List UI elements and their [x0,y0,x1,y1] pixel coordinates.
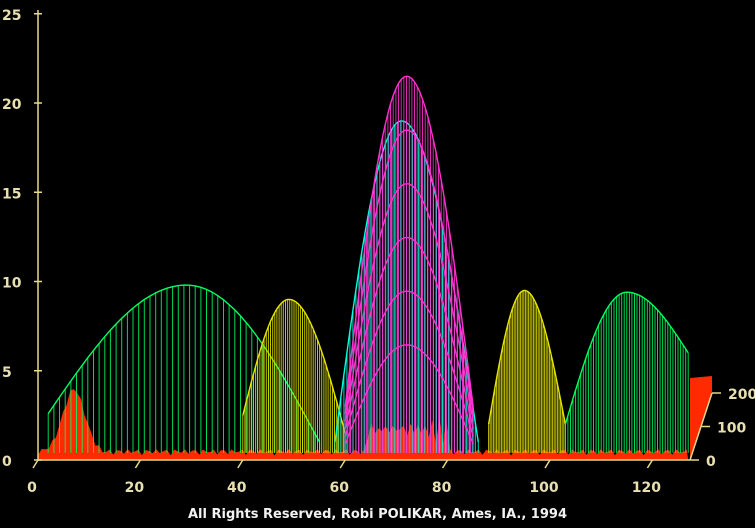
y-tick-label: 15 [2,186,21,202]
series-1-arc-0 [242,298,346,434]
y-tick-label: 5 [2,365,12,381]
series-3-arc-4 [344,290,474,437]
series-5 [564,291,689,453]
series-3-arc-0 [344,75,474,407]
y-tick-label: 20 [2,97,22,113]
z-ticks: 0 100 200 [690,387,755,470]
series-5-arc-0 [564,291,689,425]
z-tick-label: 200 [728,387,755,403]
x-tick-mark [339,459,346,469]
copyright-credit: All Rights Reserved, Robi POLIKAR, Ames,… [188,507,567,522]
series-4-arc-0 [487,289,567,425]
series-3-arc-2 [344,182,474,422]
y-tick-label: 25 [2,8,21,24]
noise-floor [38,376,712,460]
x-ticks: 0 20 40 60 80 100 120 [27,459,661,496]
surface-slices [47,75,689,453]
z-tick-label: 0 [706,454,716,470]
x-tick-label: 40 [227,480,247,496]
series-3 [344,75,474,453]
y-ticks: 0 5 10 15 20 25 [2,8,42,470]
depth-edge [690,376,712,460]
x-tick-mark [134,459,142,469]
x-tick-mark [544,459,551,469]
x-tick-label: 20 [125,480,145,496]
z-tick-label: 100 [717,421,746,437]
x-tick-label: 60 [329,480,349,496]
series-0 [47,284,321,453]
series-1 [242,298,346,453]
series-4 [487,289,567,453]
x-tick-label: 100 [529,480,558,496]
x-tick-label: 0 [27,480,37,496]
y-tick-label: 10 [2,276,22,292]
x-tick-label: 120 [632,480,661,496]
series-3-arc-3 [344,236,474,430]
y-tick-label: 0 [2,454,12,470]
x-tick-mark [237,459,244,469]
noise-area [38,389,689,460]
series-3-arc-1 [344,129,474,415]
x-tick-label: 80 [432,480,452,496]
x-tick-mark [32,459,39,469]
series-3-arc-5 [344,344,474,445]
x-tick-mark [441,459,449,469]
x-tick-mark [646,459,654,469]
